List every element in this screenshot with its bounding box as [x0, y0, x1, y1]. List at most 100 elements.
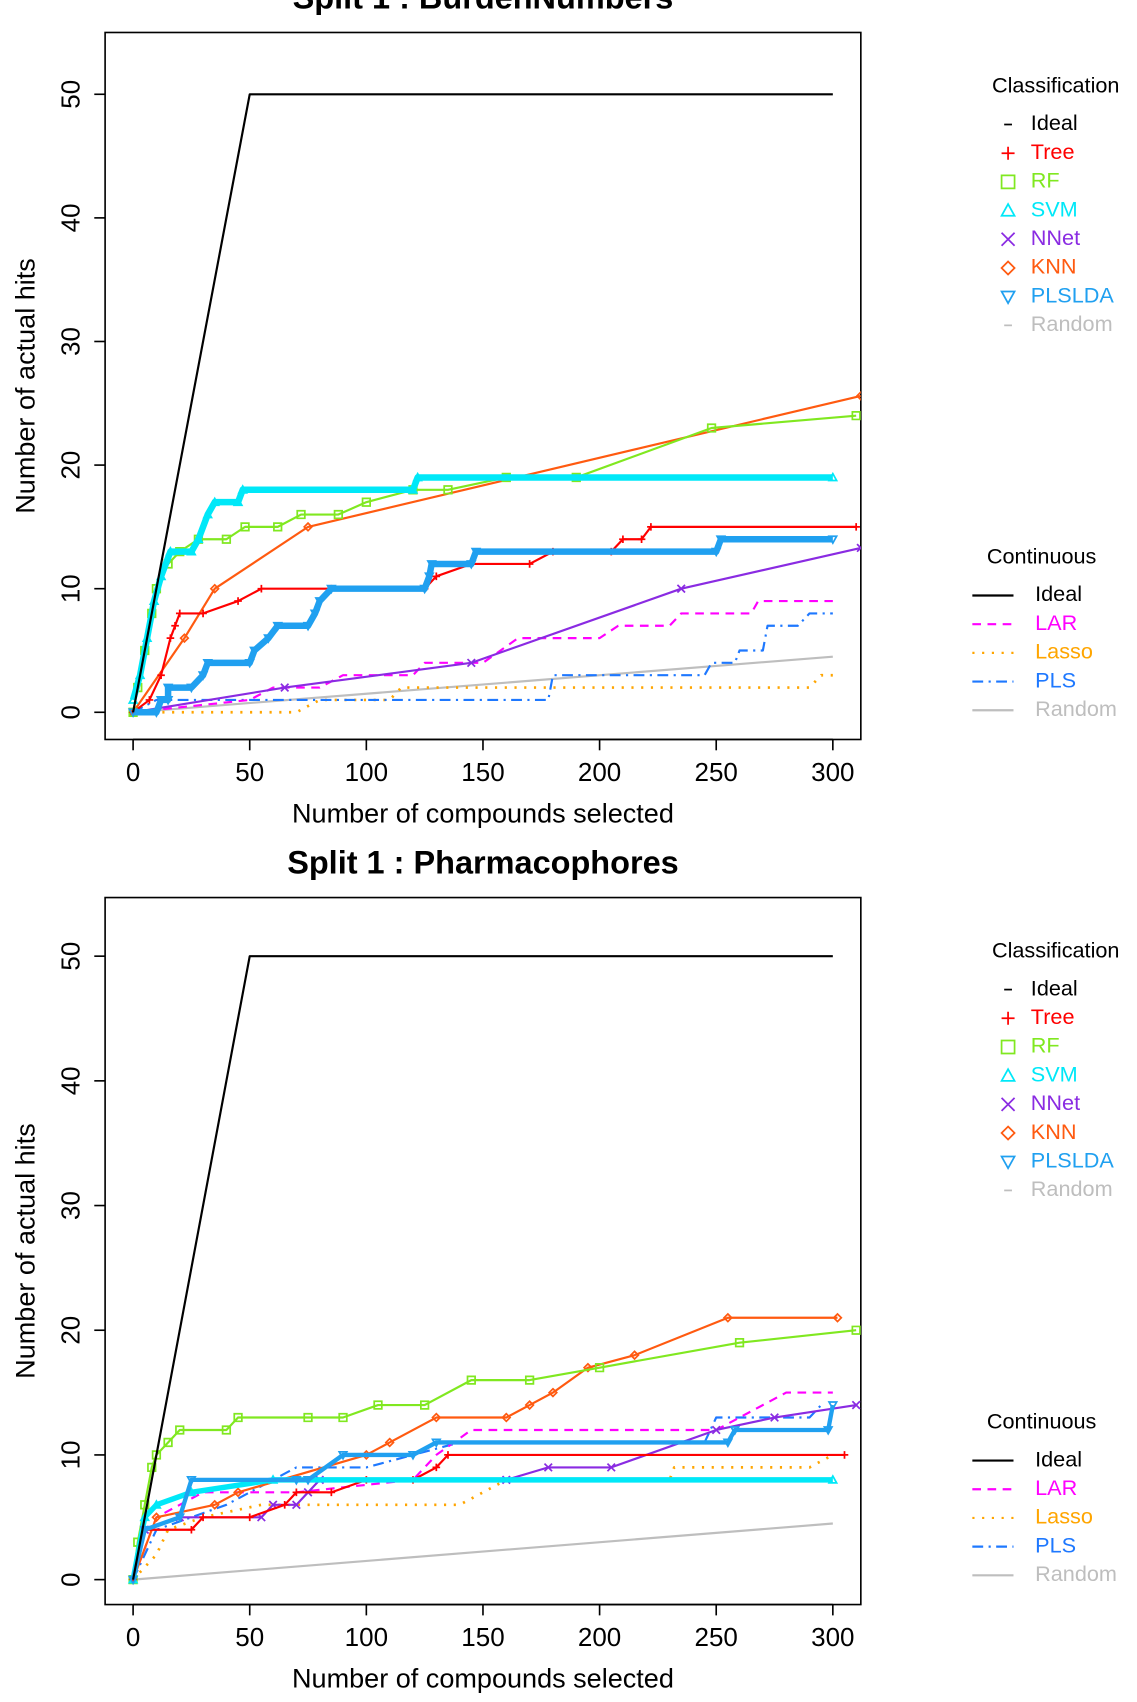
marker	[314, 597, 325, 607]
legend-label: LAR	[1035, 610, 1077, 635]
marker	[606, 1462, 616, 1472]
marker	[419, 1400, 430, 1410]
marker	[292, 1488, 301, 1497]
legend-label: PLSLDA	[1031, 282, 1115, 307]
marker	[175, 609, 184, 618]
series-line	[133, 1522, 833, 1581]
marker	[722, 1312, 733, 1323]
x-axis-label: Number of compounds selected	[292, 1663, 674, 1693]
marker	[619, 535, 627, 544]
x-tick-label: 300	[811, 1622, 854, 1652]
marker	[186, 546, 197, 556]
series-line	[132, 612, 833, 714]
marker	[856, 543, 861, 553]
marker	[715, 535, 727, 545]
legend-label: PLS	[1035, 1532, 1076, 1557]
y-tick-label: 10	[55, 1440, 85, 1469]
x-tick-label: 150	[461, 1622, 504, 1652]
x-tick-label: 300	[811, 757, 854, 787]
marker	[466, 658, 476, 668]
marker	[384, 1437, 395, 1448]
marker	[171, 621, 179, 630]
marker	[827, 1474, 839, 1484]
marker	[291, 1475, 302, 1486]
marker	[432, 1463, 441, 1472]
plot-frame	[104, 896, 862, 1606]
marker	[851, 1325, 861, 1335]
marker	[199, 1513, 207, 1522]
marker	[851, 410, 861, 421]
series-line	[130, 1477, 833, 1581]
marker	[525, 560, 534, 568]
marker	[272, 621, 283, 632]
legend-label: LAR	[1035, 1475, 1077, 1500]
legend-label: Ideal	[1031, 975, 1078, 1000]
y-tick-label: 30	[55, 1191, 85, 1220]
marker	[1000, 174, 1016, 190]
marker	[291, 1500, 301, 1510]
marker	[827, 535, 839, 545]
marker	[240, 522, 250, 532]
marker	[163, 1437, 173, 1448]
marker	[424, 572, 435, 582]
legend-label: Tree	[1031, 1004, 1075, 1029]
marker	[147, 1462, 157, 1473]
marker	[419, 584, 430, 595]
marker	[140, 1500, 150, 1510]
marker	[155, 696, 167, 706]
x-tick-label: 250	[695, 757, 738, 787]
marker	[1000, 1097, 1016, 1112]
marker	[197, 671, 209, 681]
marker	[175, 1425, 185, 1435]
marker	[734, 1338, 745, 1348]
marker	[237, 484, 248, 494]
marker	[706, 423, 717, 433]
y-tick-label: 50	[55, 80, 85, 109]
marker	[162, 696, 174, 706]
marker	[302, 621, 314, 632]
marker	[407, 1451, 419, 1461]
marker	[466, 560, 477, 570]
marker	[302, 1475, 314, 1486]
marker	[524, 1375, 535, 1385]
legend-label: NNet	[1031, 1090, 1080, 1115]
marker	[209, 1499, 220, 1510]
legend-label: PLS	[1035, 667, 1076, 692]
series-line	[132, 1453, 845, 1580]
y-tick-label: 20	[55, 1316, 85, 1345]
marker	[1001, 146, 1015, 160]
marker	[232, 496, 244, 507]
marker	[412, 471, 423, 482]
marker	[221, 1425, 232, 1435]
marker	[1000, 1125, 1016, 1141]
marker	[547, 1387, 558, 1398]
legend-label: Random	[1031, 311, 1113, 336]
x-tick-label: 0	[126, 757, 140, 787]
x-tick-label: 200	[578, 757, 621, 787]
series-line	[133, 673, 833, 714]
marker	[729, 1426, 741, 1436]
x-tick-label: 0	[126, 1622, 140, 1652]
marker	[165, 546, 176, 556]
legend-label: Random	[1031, 1176, 1113, 1201]
marker	[832, 1312, 843, 1323]
legend-title: Classification	[992, 937, 1119, 962]
marker	[338, 1412, 348, 1423]
marker	[852, 523, 860, 531]
marker	[157, 671, 165, 679]
marker	[151, 1512, 162, 1523]
marker	[1000, 202, 1017, 217]
marker	[1001, 1011, 1015, 1025]
marker	[186, 1475, 197, 1486]
plot-frame	[104, 31, 862, 741]
y-tick-label: 0	[55, 705, 85, 719]
marker	[280, 683, 290, 692]
marker	[431, 1412, 442, 1423]
marker	[337, 1451, 349, 1461]
marker	[1000, 232, 1016, 247]
series-line	[133, 535, 833, 716]
legend-label: SVM	[1031, 1061, 1078, 1086]
marker	[273, 522, 283, 532]
legend-label: RF	[1031, 168, 1060, 193]
marker	[234, 597, 242, 605]
